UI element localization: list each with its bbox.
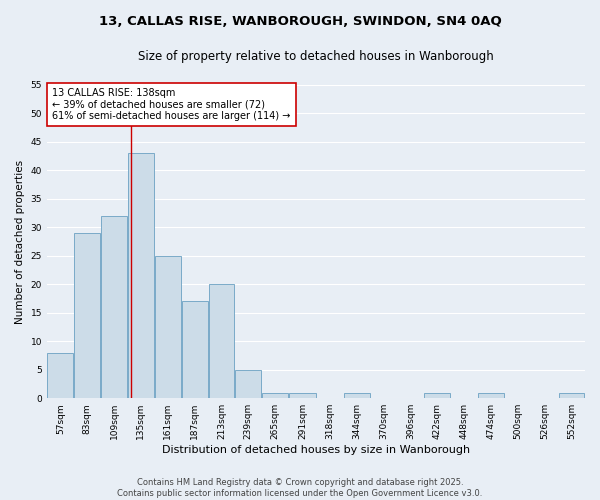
Bar (74, 233, 100, 398)
Bar (101, 216, 127, 398)
Bar (182, 302, 208, 398)
Bar (262, 392, 288, 398)
X-axis label: Distribution of detached houses by size in Wanborough: Distribution of detached houses by size … (162, 445, 470, 455)
Bar (478, 392, 504, 398)
Bar (209, 284, 235, 398)
Text: Contains HM Land Registry data © Crown copyright and database right 2025.
Contai: Contains HM Land Registry data © Crown c… (118, 478, 482, 498)
Bar (47, 352, 73, 398)
Text: 13 CALLAS RISE: 138sqm
← 39% of detached houses are smaller (72)
61% of semi-det: 13 CALLAS RISE: 138sqm ← 39% of detached… (52, 88, 290, 122)
Bar (155, 256, 181, 398)
Bar (235, 370, 261, 398)
Bar (128, 154, 154, 398)
Title: Size of property relative to detached houses in Wanborough: Size of property relative to detached ho… (138, 50, 494, 63)
Text: 13, CALLAS RISE, WANBOROUGH, SWINDON, SN4 0AQ: 13, CALLAS RISE, WANBOROUGH, SWINDON, SN… (98, 15, 502, 28)
Bar (424, 392, 450, 398)
Bar (559, 392, 584, 398)
Y-axis label: Number of detached properties: Number of detached properties (15, 160, 25, 324)
Bar (344, 392, 370, 398)
Bar (289, 392, 316, 398)
